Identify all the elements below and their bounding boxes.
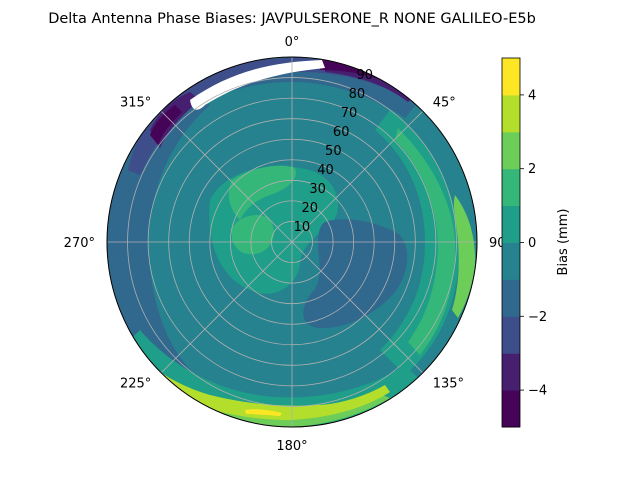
radial-tick-label: 50 bbox=[325, 144, 342, 159]
contour-northwest-extreme bbox=[150, 105, 182, 145]
azimuth-tick-label: 270° bbox=[64, 236, 95, 251]
azimuth-tick-label: 45° bbox=[433, 95, 456, 110]
radial-tick-label: 40 bbox=[317, 163, 334, 178]
radial-tick-label: 80 bbox=[349, 87, 366, 102]
azimuth-tick-label: 180° bbox=[276, 439, 307, 454]
colorbar-segment bbox=[502, 58, 520, 96]
azimuth-grid-line bbox=[160, 241, 293, 374]
radial-tick-labels: 10 20 30 40 50 60 70 80 90 bbox=[294, 68, 373, 235]
colorbar-segment bbox=[502, 390, 520, 428]
azimuth-tick-label: 135° bbox=[433, 377, 464, 392]
contour-northwest-dark-band bbox=[128, 57, 420, 175]
colorbar-tick-label: −4 bbox=[528, 384, 547, 399]
azimuth-tick-labels: 0°45°90°135°180°225°270°315° bbox=[64, 35, 512, 454]
contour-north-gap bbox=[190, 60, 325, 110]
azimuth-tick-label: 315° bbox=[120, 95, 151, 110]
azimuth-grid bbox=[107, 57, 477, 427]
colorbar-segment bbox=[502, 279, 520, 317]
chart-title: Delta Antenna Phase Biases: JAVPULSERONE… bbox=[48, 11, 536, 27]
azimuth-tick-label: 225° bbox=[120, 377, 151, 392]
azimuth-grid-line bbox=[291, 241, 424, 374]
colorbar-tick-label: 0 bbox=[528, 236, 536, 251]
contour-east-band-2 bbox=[395, 128, 455, 355]
colorbar-tick-label: −2 bbox=[528, 310, 547, 325]
colorbar-tick-label: 4 bbox=[528, 88, 536, 103]
azimuth-grid-line bbox=[160, 110, 293, 243]
polar-frame bbox=[106, 56, 478, 428]
radial-tick-label: 60 bbox=[333, 125, 350, 140]
contour-east-negative-blob bbox=[303, 219, 408, 329]
contour-east-edge-2 bbox=[452, 195, 476, 318]
radial-tick-label: 10 bbox=[294, 220, 311, 235]
colorbar-segment bbox=[502, 242, 520, 280]
contour-north-central-blob bbox=[228, 165, 296, 220]
radial-tick-label: 90 bbox=[357, 68, 374, 83]
colorbar-label: Bias (mm) bbox=[556, 209, 571, 276]
colorbar-segment bbox=[502, 131, 520, 170]
colorbar-segment bbox=[502, 205, 520, 243]
colorbar: 4 2 0 −2 −4 bbox=[501, 57, 547, 428]
radial-tick-label: 30 bbox=[309, 182, 326, 197]
azimuth-tick-label: 0° bbox=[285, 35, 300, 50]
colorbar-segment bbox=[502, 168, 520, 207]
radial-tick-label: 70 bbox=[341, 106, 358, 121]
contour-center-west-blob bbox=[232, 215, 274, 255]
azimuth-grid-line bbox=[291, 110, 424, 243]
colorbar-segment bbox=[502, 353, 520, 391]
colorbar-segment bbox=[502, 316, 520, 354]
colorbar-tick-label: 2 bbox=[528, 162, 536, 177]
colorbar-segment bbox=[502, 94, 520, 133]
contour-south-extreme-patch bbox=[245, 409, 282, 416]
radial-tick-label: 20 bbox=[301, 201, 318, 216]
